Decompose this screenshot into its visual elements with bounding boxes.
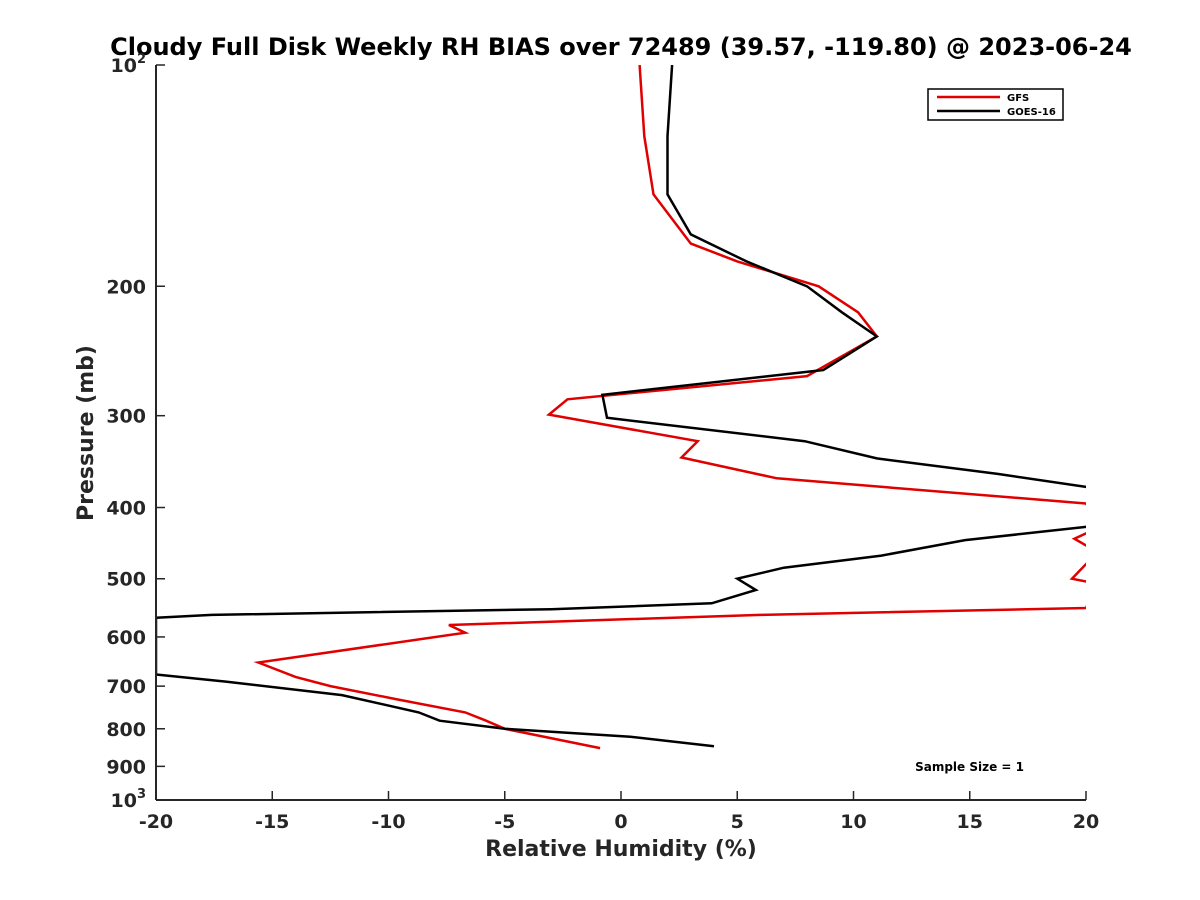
x-tick-label: -5	[494, 811, 515, 833]
y-tick-label: 700	[106, 676, 146, 698]
y-tick-label: 500	[106, 569, 146, 591]
series-layer	[156, 65, 1086, 750]
y-tick-label: 800	[106, 719, 146, 741]
y-tick-label: 600	[106, 627, 146, 649]
x-tick-label: 20	[1073, 811, 1099, 833]
series-line-goes16	[156, 65, 1086, 748]
legend-label-goes16: GOES-16	[1007, 107, 1056, 118]
y-axis-ticks: 102 200 300 400 500 600 700 800 900 103	[106, 52, 165, 812]
legend-label-gfs: GFS	[1007, 93, 1029, 104]
y-axis-label: Pressure (mb)	[74, 345, 99, 521]
legend: GFS GOES-16	[927, 88, 1064, 121]
y-tick-label: 400	[106, 498, 146, 520]
x-tick-label: -15	[255, 811, 289, 833]
y-tick-label: 200	[106, 276, 146, 298]
x-axis-ticks: -20 -15 -10 -5 0 5 10 15 20	[139, 791, 1099, 833]
plot-area	[156, 65, 1086, 800]
sample-size-annotation: Sample Size = 1	[915, 760, 1024, 774]
series-line-gfs	[253, 65, 1086, 750]
legend-box	[927, 88, 1064, 121]
x-tick-label: 10	[840, 811, 866, 833]
chart-title: Cloudy Full Disk Weekly RH BIAS over 724…	[110, 33, 1132, 61]
x-tick-label: -10	[371, 811, 405, 833]
y-tick-label: 102	[111, 52, 147, 77]
x-tick-label: -20	[139, 811, 173, 833]
y-tick-label: 300	[106, 406, 146, 428]
y-tick-label: 103	[111, 787, 147, 812]
x-tick-label: 15	[957, 811, 983, 833]
y-tick-label: 900	[106, 756, 146, 778]
x-tick-label: 5	[731, 811, 744, 833]
x-axis-label: Relative Humidity (%)	[485, 837, 757, 862]
x-tick-label: 0	[614, 811, 627, 833]
